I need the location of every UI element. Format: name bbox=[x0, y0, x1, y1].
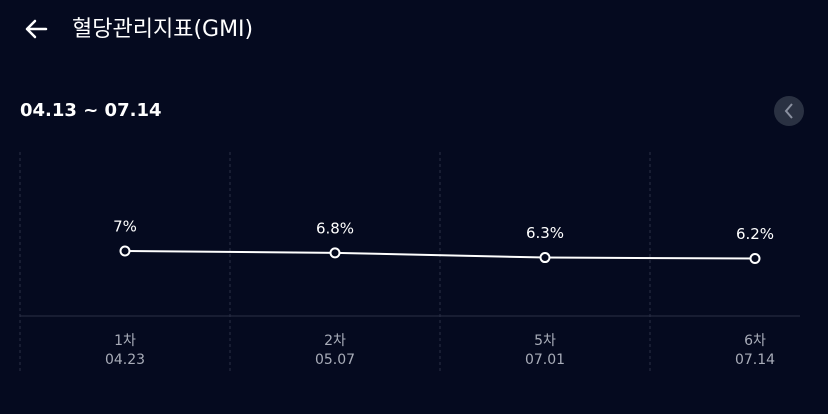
x-date-label: 07.01 bbox=[525, 352, 565, 368]
x-tick-label: 6차 bbox=[744, 333, 766, 349]
line bbox=[124, 249, 756, 260]
point bbox=[539, 252, 551, 264]
x-date-label: 07.14 bbox=[735, 352, 775, 368]
back-button[interactable] bbox=[25, 19, 48, 39]
x-date-label: 04.23 bbox=[105, 352, 145, 368]
x-tick-label: 2차 bbox=[324, 333, 346, 349]
value-label: 7% bbox=[113, 217, 137, 235]
back-arrow[interactable] bbox=[25, 19, 48, 39]
x-tick-label: 5차 bbox=[534, 333, 556, 349]
prev-chevron[interactable] bbox=[784, 103, 793, 119]
title: 혈당관리지표(GMI) bbox=[72, 17, 253, 42]
value-label: 6.2% bbox=[736, 225, 774, 243]
prev-button-bg[interactable] bbox=[774, 96, 804, 126]
period: 04.13 ~ 07.14 bbox=[20, 100, 162, 121]
point bbox=[119, 245, 131, 257]
value-label: 6.3% bbox=[526, 224, 564, 242]
point bbox=[749, 253, 761, 264]
chart: 1차 04.23 2차 05.07 5차 07.01 6차 07.14 7% 6.8% 6.3% 6.… bbox=[19, 152, 775, 372]
x-tick-label: 1차 bbox=[114, 333, 136, 349]
prev-button[interactable] bbox=[774, 96, 804, 126]
value-label: 6.8% bbox=[316, 219, 354, 237]
point bbox=[329, 247, 341, 259]
x-date-label: 05.07 bbox=[315, 352, 355, 368]
